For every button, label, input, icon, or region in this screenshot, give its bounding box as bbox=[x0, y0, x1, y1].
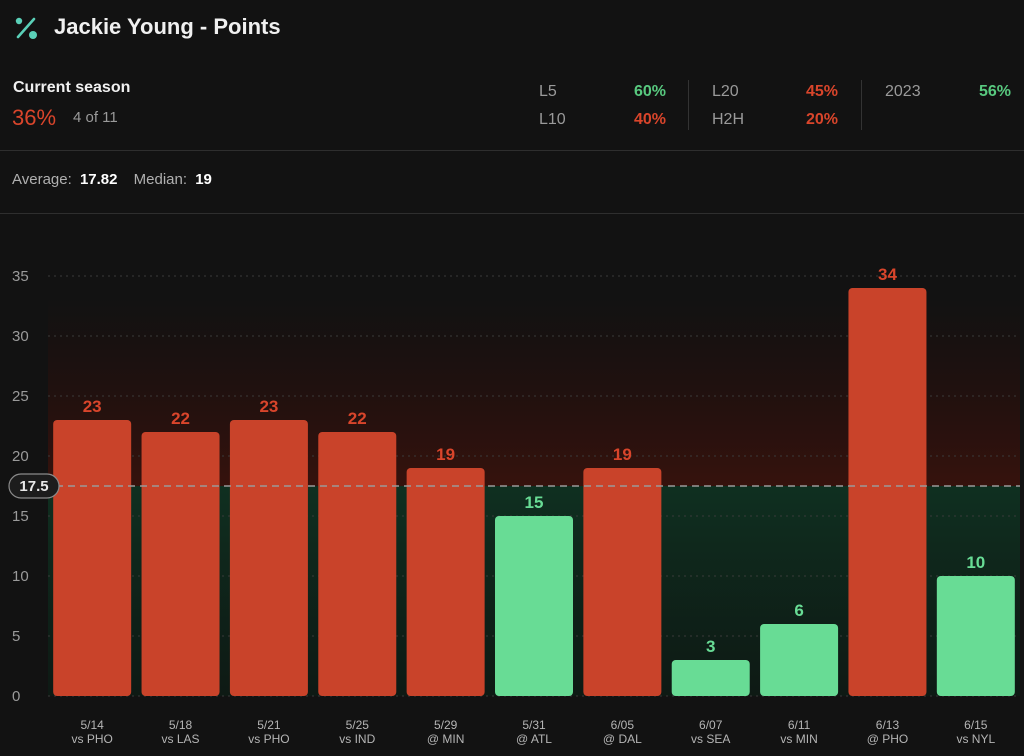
x-tick-date: 5/21 bbox=[257, 718, 281, 732]
split-value: 40% bbox=[633, 111, 666, 128]
y-tick-label: 0 bbox=[12, 688, 20, 705]
y-tick-label: 15 bbox=[12, 508, 29, 525]
bar-value-label: 19 bbox=[436, 445, 455, 464]
x-tick-date: 6/13 bbox=[876, 718, 900, 732]
threshold-pill bbox=[8, 473, 60, 499]
bar bbox=[53, 420, 132, 696]
split-2023: 2023 bbox=[885, 83, 921, 101]
bar-value-label: 6 bbox=[794, 601, 803, 620]
threshold-label: 17.5 bbox=[19, 478, 48, 495]
bar bbox=[318, 432, 397, 696]
season-hit-rate: 36% bbox=[12, 105, 57, 130]
x-tick-date: 6/11 bbox=[788, 718, 811, 732]
split-l20: L20 bbox=[712, 83, 739, 101]
split-value: 20% bbox=[805, 111, 838, 128]
x-tick-date: 6/07 bbox=[699, 718, 723, 732]
x-tick-opponent: vs SEA bbox=[691, 732, 730, 746]
x-tick-opponent: vs IND bbox=[339, 732, 375, 746]
split-name: L20 bbox=[712, 83, 739, 100]
x-tick-date: 6/15 bbox=[964, 718, 988, 732]
x-tick-date: 5/31 bbox=[522, 718, 546, 732]
y-tick-label: 20 bbox=[12, 448, 29, 465]
split-name: 2023 bbox=[885, 83, 921, 100]
bar-value-label: 3 bbox=[706, 637, 715, 656]
y-tick-label: 35 bbox=[12, 268, 29, 285]
y-tick-label: 10 bbox=[12, 568, 29, 585]
bar bbox=[760, 624, 839, 696]
season-hit-count: 4 of 11 bbox=[73, 109, 118, 126]
x-tick-date: 5/18 bbox=[169, 718, 193, 732]
header: Jackie Young - Points bbox=[0, 0, 1024, 60]
split-value: 56% bbox=[978, 83, 1011, 100]
split-h2h: H2H bbox=[712, 111, 744, 129]
bar bbox=[936, 576, 1015, 696]
bar bbox=[229, 420, 308, 696]
bar-value-label: 19 bbox=[613, 445, 632, 464]
split-value: 60% bbox=[633, 83, 666, 100]
x-tick-opponent: @ ATL bbox=[516, 732, 552, 746]
bar bbox=[583, 468, 662, 696]
x-tick-date: 5/29 bbox=[434, 718, 458, 732]
x-tick-opponent: @ DAL bbox=[603, 732, 642, 746]
split-2023-value: 56% bbox=[951, 83, 1011, 101]
split-l10-value: 40% bbox=[606, 111, 666, 129]
x-tick-opponent: vs MIN bbox=[780, 732, 817, 746]
season-label: Current season bbox=[13, 79, 131, 96]
split-name: L5 bbox=[539, 83, 557, 100]
split-value: 45% bbox=[805, 83, 838, 100]
average-label: Average: bbox=[12, 171, 72, 188]
bar-value-label: 34 bbox=[878, 265, 897, 284]
average-value: 17.82 bbox=[79, 171, 118, 188]
x-tick-date: 5/25 bbox=[346, 718, 370, 732]
split-name: L10 bbox=[539, 111, 566, 128]
bar-value-label: 10 bbox=[966, 553, 985, 572]
bar bbox=[671, 660, 750, 696]
x-tick-opponent: @ PHO bbox=[867, 732, 909, 746]
y-tick-label: 5 bbox=[12, 628, 20, 645]
bar bbox=[406, 468, 485, 696]
x-tick-opponent: vs NYL bbox=[956, 732, 995, 746]
bar bbox=[495, 516, 573, 696]
divider bbox=[0, 150, 1024, 151]
y-tick-label: 30 bbox=[12, 328, 29, 345]
percent-icon bbox=[15, 17, 37, 39]
bar-value-label: 23 bbox=[259, 397, 278, 416]
page-title: Jackie Young - Points bbox=[54, 14, 281, 39]
bar bbox=[141, 432, 220, 696]
bar-value-label: 23 bbox=[83, 397, 102, 416]
x-tick-opponent: vs LAS bbox=[162, 732, 200, 746]
split-l10: L10 bbox=[539, 111, 566, 129]
bar-value-label: 22 bbox=[171, 409, 190, 428]
split-l20-value: 45% bbox=[778, 83, 838, 101]
median-value: 19 bbox=[195, 171, 212, 188]
bar-value-label: 22 bbox=[348, 409, 367, 428]
x-tick-opponent: vs PHO bbox=[248, 732, 289, 746]
median-label: Median: bbox=[133, 171, 188, 188]
split-l5: L5 bbox=[539, 83, 557, 101]
bar bbox=[848, 288, 927, 696]
y-tick-label: 25 bbox=[12, 388, 29, 405]
split-l5-value: 60% bbox=[606, 83, 666, 101]
divider bbox=[861, 80, 862, 130]
bar-value-label: 15 bbox=[525, 493, 544, 512]
divider bbox=[688, 80, 689, 130]
x-tick-opponent: vs PHO bbox=[72, 732, 113, 746]
split-h2h-value: 20% bbox=[778, 111, 838, 129]
split-name: H2H bbox=[712, 111, 745, 128]
summary-row: Average: 17.82 Median: 19 bbox=[12, 171, 224, 188]
x-tick-date: 5/14 bbox=[81, 718, 105, 732]
x-tick-date: 6/05 bbox=[611, 718, 635, 732]
x-tick-opponent: @ MIN bbox=[427, 732, 465, 746]
divider bbox=[0, 213, 1024, 214]
